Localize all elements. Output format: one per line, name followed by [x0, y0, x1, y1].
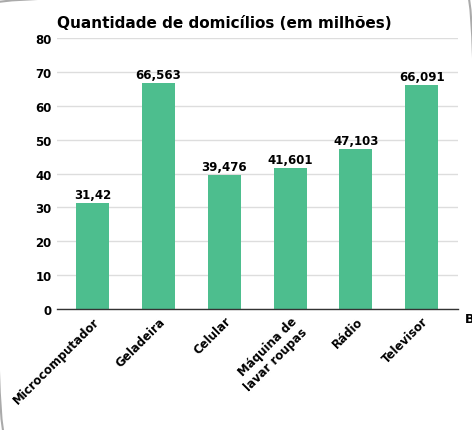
Bar [76, 203, 109, 310]
Text: 66,563: 66,563 [136, 69, 181, 82]
Text: 39,476: 39,476 [202, 161, 247, 174]
Text: Bem: Bem [465, 312, 472, 326]
Bar [142, 84, 175, 310]
Text: Quantidade de domicílios (em milhões): Quantidade de domicílios (em milhões) [57, 15, 391, 31]
Text: 41,601: 41,601 [267, 154, 313, 167]
Bar [405, 86, 438, 310]
Bar [208, 176, 241, 310]
Text: 47,103: 47,103 [333, 135, 379, 148]
Text: 66,091: 66,091 [399, 71, 445, 84]
Bar [339, 150, 372, 310]
Text: 31,42: 31,42 [74, 188, 111, 201]
Bar [274, 169, 307, 310]
